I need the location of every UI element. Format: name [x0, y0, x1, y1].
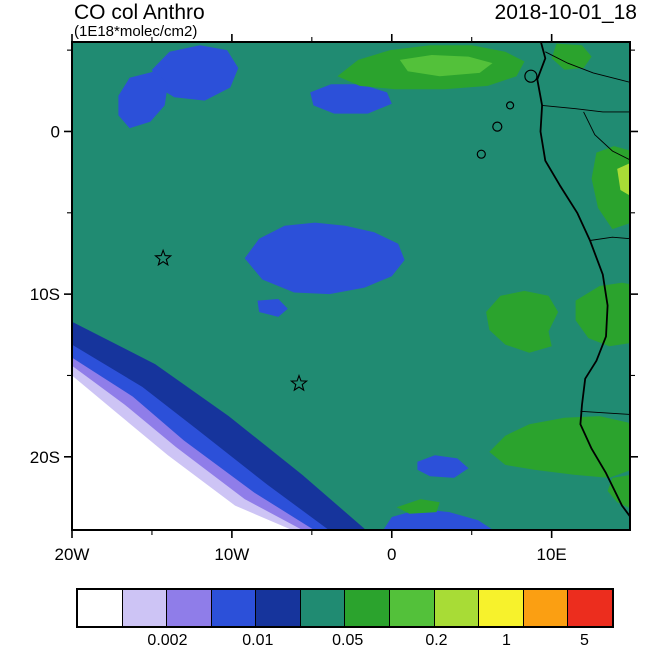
x-axis-tick-label: 20W	[55, 545, 90, 564]
contour-region-yellowgreen-right-edge	[617, 163, 630, 196]
x-axis-tick-label: 0	[387, 545, 396, 564]
contour-region-green-land-strip	[591, 146, 630, 230]
colorbar-tick-label: 5	[579, 632, 589, 649]
colorbar-cell	[479, 590, 524, 626]
contour-region-blue-blob-central	[244, 222, 405, 295]
colorbar-cell	[568, 590, 612, 626]
colorbar-cell	[256, 590, 301, 626]
country-border-line	[545, 51, 630, 83]
contour-region-green-north-core	[399, 55, 493, 77]
contour-region-green-top-right	[551, 43, 592, 70]
colorbar-cell	[78, 590, 123, 626]
colorbar-tick-label: 0.2	[425, 632, 448, 649]
colorbar-tick-label: 1	[501, 632, 511, 649]
station-star-marker	[154, 248, 173, 267]
contour-region-green-coast-mid	[486, 290, 559, 353]
island-outline	[524, 69, 538, 83]
y-axis-tick-label: 10S	[30, 285, 60, 304]
x-axis-tick-label: 10W	[214, 545, 249, 564]
plot-timestamp: 2018-10-01_18	[494, 1, 637, 24]
colorbar-tick-label: 0.05	[332, 632, 364, 649]
coastline	[536, 42, 630, 518]
country-border-line	[589, 236, 630, 241]
y-axis-tick-label: 20S	[30, 448, 60, 467]
colorbar-cell	[167, 590, 212, 626]
contour-region-green-bottom-center	[396, 499, 440, 514]
island-outline	[492, 121, 503, 132]
plot-units-label: (1E18*molec/cm2)	[74, 23, 198, 40]
colorbar-cell	[122, 590, 168, 626]
colorbar-tick-label: 0.002	[147, 632, 188, 649]
colorbar-labels: 0.002 0.01 0.05 0.2 1 5	[76, 632, 614, 654]
colorbar-cell	[211, 590, 257, 626]
x-axis-tick-label: 10E	[537, 545, 567, 564]
contour-region-green-bottom-right	[489, 416, 630, 478]
colorbar-cell	[434, 590, 480, 626]
island-outline	[476, 149, 486, 159]
colorbar	[76, 588, 614, 628]
contour-region-blue-patch-north-central	[310, 84, 392, 114]
colorbar-cell	[390, 590, 435, 626]
island-outline	[506, 101, 515, 110]
contour-region-blue-patch-south	[417, 455, 469, 478]
contour-region-blue-patch-nw-upper	[151, 45, 239, 101]
contour-region-blue-patch-nw-lower	[118, 71, 168, 129]
colorbar-cell	[300, 590, 346, 626]
contour-region-green-right-edge-lower	[607, 474, 630, 509]
contour-region-blue-strip-bottom	[383, 508, 494, 530]
y-axis-tick-label: 0	[51, 122, 60, 141]
station-star-marker	[289, 374, 309, 392]
map-fill-layer	[72, 42, 630, 530]
plot-title: CO col Anthro	[74, 1, 205, 24]
country-border-line	[580, 410, 630, 415]
colorbar-tick-label: 0.01	[242, 632, 274, 649]
map-plot: 20W 10W 0 10E 0 10S 20S	[30, 34, 638, 564]
map-frame	[71, 41, 631, 531]
contour-region-blue-blob-central-south	[257, 299, 288, 317]
contour-region-green-right-edge-mid	[575, 282, 630, 347]
colorbar-cell	[523, 590, 569, 626]
country-border-line	[542, 104, 630, 113]
country-border-line	[583, 111, 630, 161]
contour-region-sw-low-band-white	[72, 375, 293, 530]
colorbar-cell	[345, 590, 391, 626]
